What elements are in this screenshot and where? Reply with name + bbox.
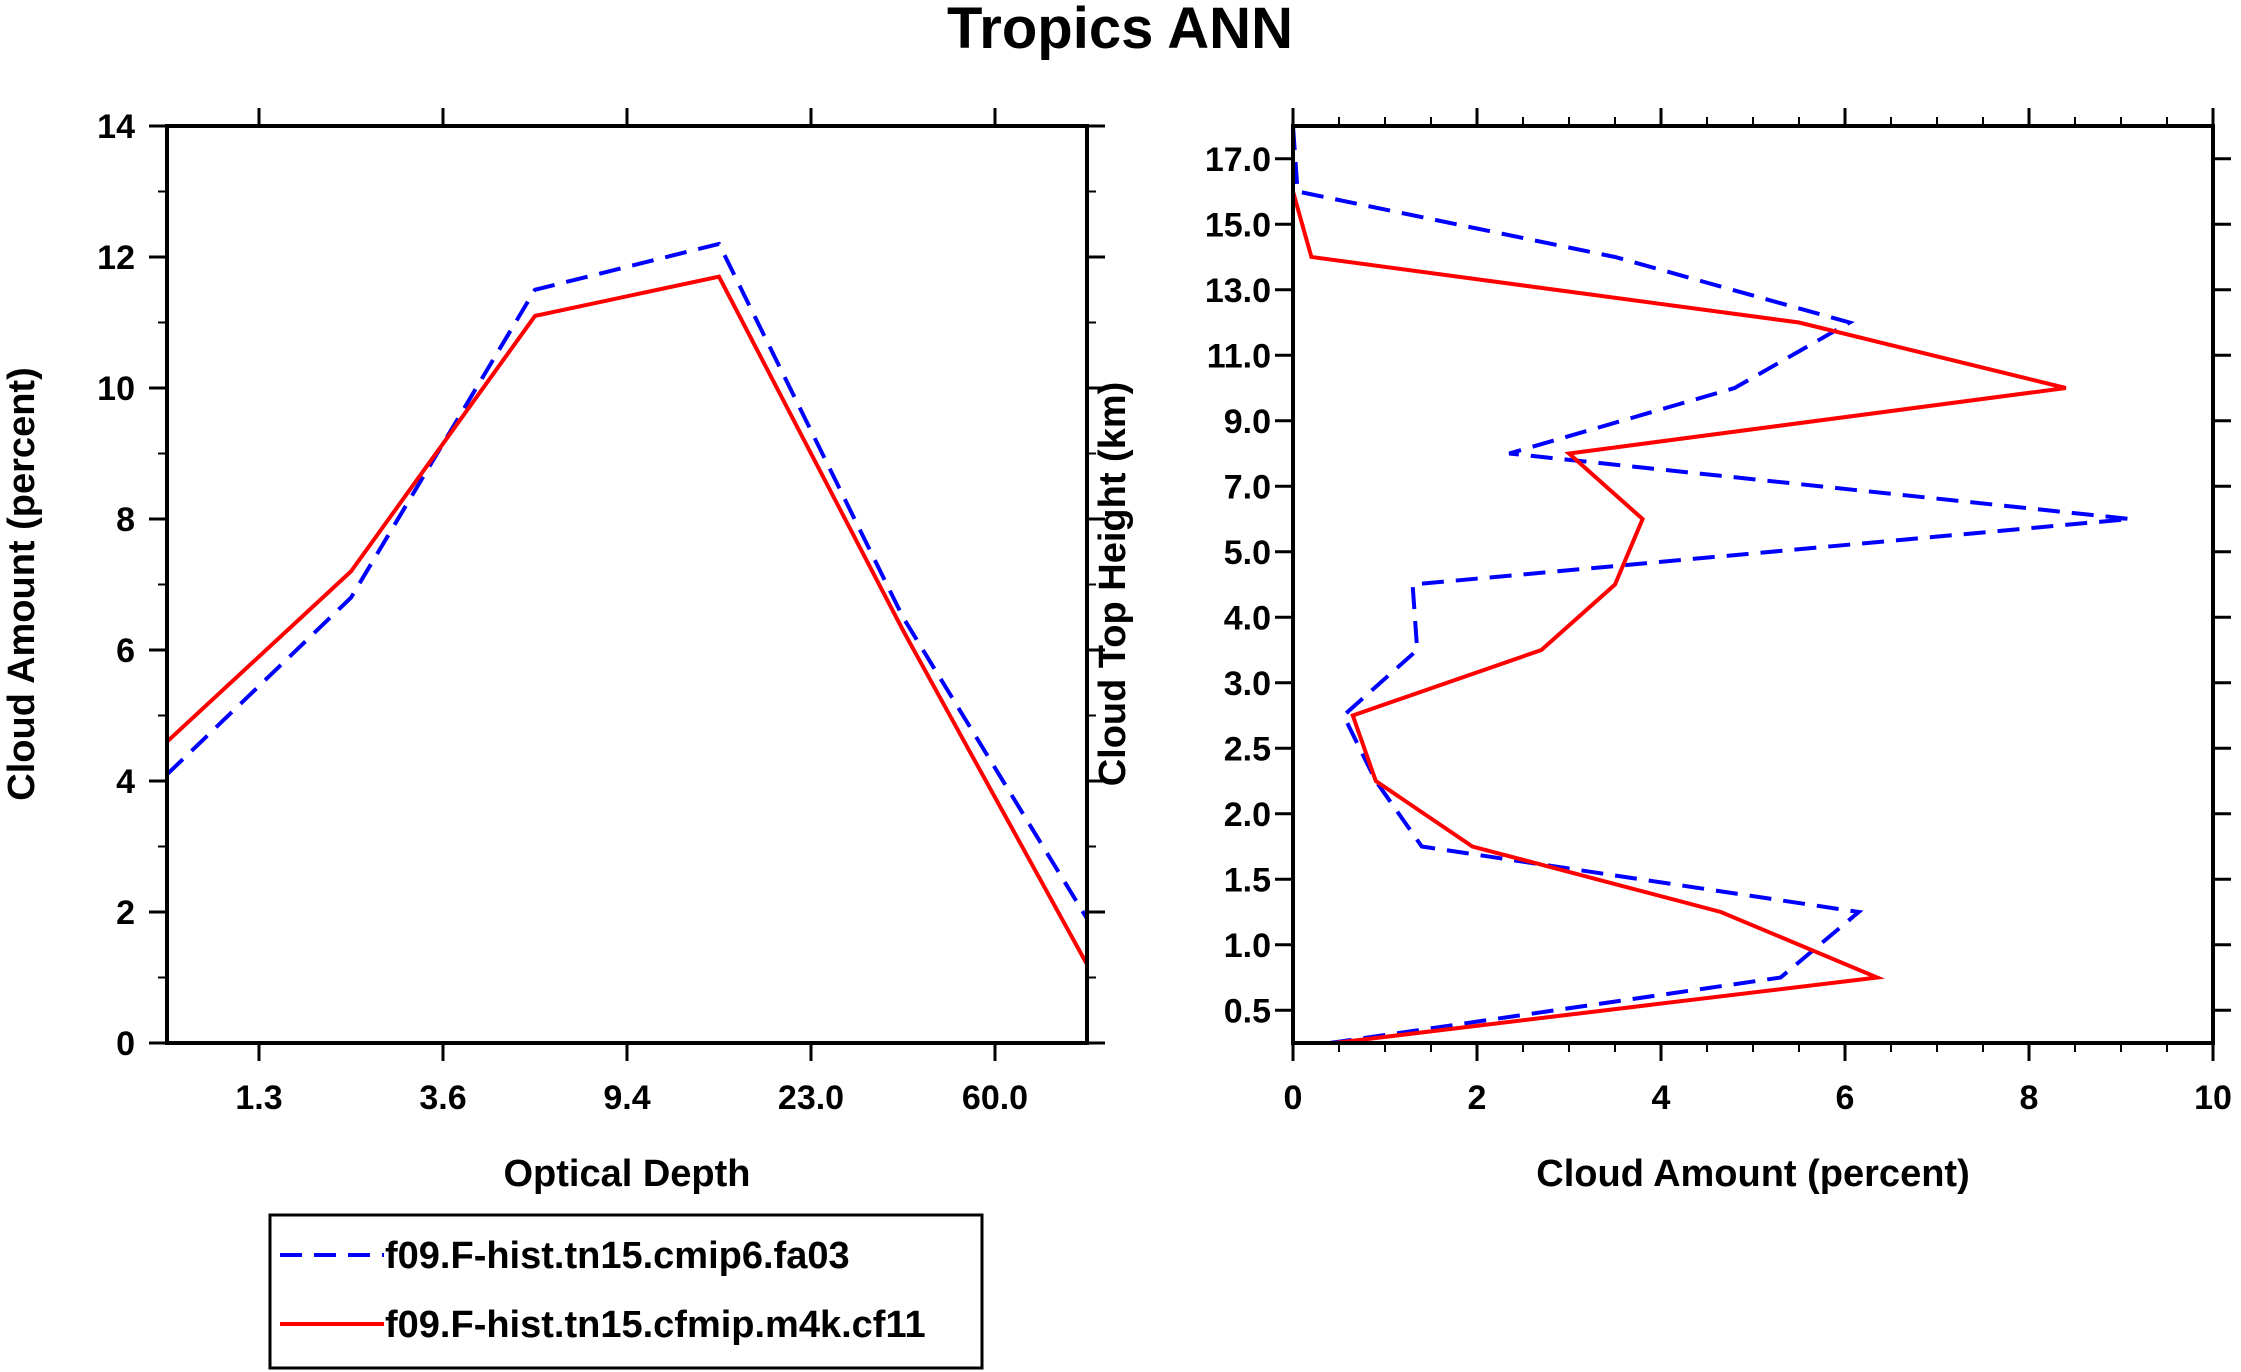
left-y-tick-label: 10 <box>97 370 135 408</box>
left-y-tick-label: 8 <box>116 501 135 539</box>
left-x-tick-label: 9.4 <box>603 1079 650 1117</box>
optical-depth-plot-frame <box>165 124 1089 1045</box>
right-y-tick-label: 9.0 <box>1224 403 1271 441</box>
optical-depth-panel: 0 2 4 6 8 10 12 14 1.3 3.6 9.4 23.0 60.0 Optical Dep… <box>1 108 1105 1195</box>
cloud-top-height-panel: 0 2 4 6 8 10 0.5 1.0 1.5 2.0 2.5 3.0 4.0 5.0 7.0 9.0 11.… <box>1092 108 2232 1195</box>
legend-label-cmip6: f09.F-hist.tn15.cmip6.fa03 <box>385 1235 850 1277</box>
cloud-top-height-series-group <box>1293 126 2131 1043</box>
right-x-tick-label: 8 <box>2020 1079 2039 1117</box>
series-line-cmip6 <box>167 241 1087 920</box>
right-x-tick-label: 4 <box>1652 1079 1671 1117</box>
right-y-tick-label: 1.0 <box>1224 927 1271 965</box>
optical-depth-xlabel: Optical Depth <box>503 1153 750 1195</box>
right-x-tick-label: 2 <box>1468 1079 1487 1117</box>
left-y-tick-label: 4 <box>116 763 135 801</box>
right-y-tick-label: 0.5 <box>1224 992 1271 1030</box>
left-x-tick-label: 1.3 <box>235 1079 282 1117</box>
right-y-tick-label: 3.0 <box>1224 665 1271 703</box>
right-y-tick-label: 13.0 <box>1205 272 1271 310</box>
right-y-tick-label: 7.0 <box>1224 468 1271 506</box>
optical-depth-series-group <box>167 241 1087 966</box>
left-y-tick-label: 0 <box>116 1025 135 1063</box>
right-y-tick-label: 2.5 <box>1224 730 1271 768</box>
left-x-tick-label: 60.0 <box>962 1079 1028 1117</box>
right-x-tick-label: 6 <box>1836 1079 1855 1117</box>
legend: f09.F-hist.tn15.cmip6.fa03 f09.F-hist.tn… <box>268 1213 984 1370</box>
right-y-tick-label: 17.0 <box>1205 141 1271 179</box>
legend-box <box>268 1213 984 1370</box>
series-line-cmip6 <box>1293 126 2131 1043</box>
optical-depth-ticks: 0 2 4 6 8 10 12 14 1.3 3.6 9.4 23.0 60.0 <box>97 108 1105 1117</box>
legend-label-cfmip: f09.F-hist.tn15.cfmip.m4k.cf11 <box>385 1304 926 1346</box>
cloud-top-height-ylabel: Cloud Top Height (km) <box>1092 382 1134 787</box>
cloud-top-height-ticks: 0 2 4 6 8 10 0.5 1.0 1.5 2.0 2.5 3.0 4.0 5.0 7.0 9.0 11.… <box>1205 108 2232 1117</box>
figure-title: Tropics ANN <box>947 0 1293 61</box>
right-y-tick-label: 1.5 <box>1224 861 1271 899</box>
series-line-cfmip <box>167 274 1087 966</box>
left-y-tick-label: 2 <box>116 894 135 932</box>
left-y-tick-label: 12 <box>97 239 135 277</box>
right-y-tick-label: 2.0 <box>1224 796 1271 834</box>
right-y-tick-label: 11.0 <box>1207 337 1271 375</box>
cloud-top-height-xlabel: Cloud Amount (percent) <box>1536 1153 1969 1195</box>
left-y-tick-label: 14 <box>97 108 135 146</box>
optical-depth-ylabel: Cloud Amount (percent) <box>1 367 43 800</box>
left-x-tick-label: 3.6 <box>419 1079 466 1117</box>
right-y-tick-label: 4.0 <box>1224 599 1271 637</box>
left-x-tick-label: 23.0 <box>778 1079 844 1117</box>
right-x-tick-label: 10 <box>2194 1079 2232 1117</box>
series-line-cfmip <box>1293 190 2067 1043</box>
left-y-tick-label: 6 <box>116 632 135 670</box>
right-y-tick-label: 5.0 <box>1224 534 1271 572</box>
right-x-tick-label: 0 <box>1284 1079 1303 1117</box>
right-y-tick-label: 15.0 <box>1205 206 1271 244</box>
